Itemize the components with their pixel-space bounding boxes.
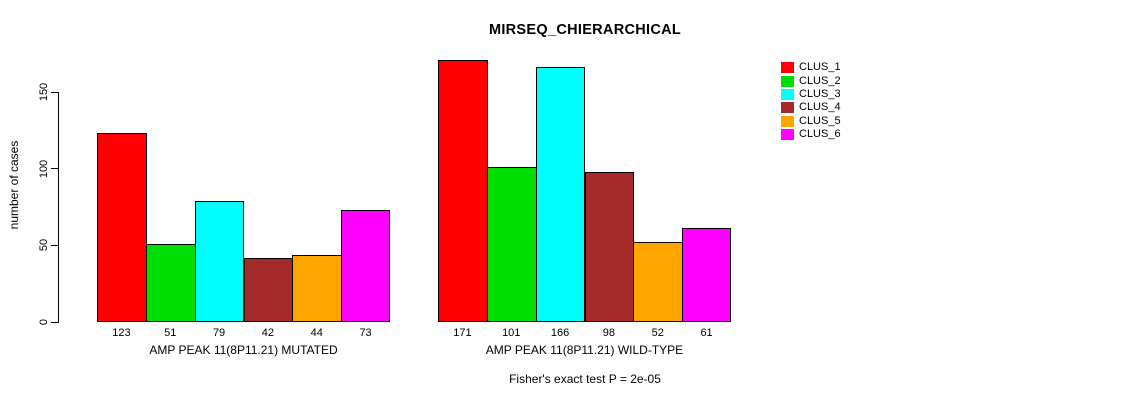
legend-color-swatch bbox=[781, 129, 794, 141]
group-label-1: AMP PEAK 11(8P11.21) MUTATED bbox=[149, 343, 338, 357]
legend-label: CLUS_3 bbox=[799, 87, 841, 100]
chart-title: MIRSEQ_CHIERARCHICAL bbox=[488, 22, 682, 38]
y-tick-mark bbox=[51, 168, 58, 170]
bar-clus_4-group1 bbox=[243, 257, 294, 322]
bar-clus_6-group2 bbox=[682, 228, 731, 322]
bar-clus_3-group1 bbox=[194, 200, 245, 322]
legend-label: CLUS_5 bbox=[799, 114, 841, 127]
bar-value-label: 101 bbox=[502, 327, 521, 339]
legend-item-clus_2: CLUS_2 bbox=[781, 74, 841, 87]
bar-value-label: 51 bbox=[164, 327, 177, 339]
bar-clus_4-group2 bbox=[584, 171, 635, 322]
bar-value-label: 61 bbox=[700, 327, 713, 339]
legend-item-clus_6: CLUS_6 bbox=[781, 128, 841, 141]
bar-clus_3-group2 bbox=[535, 67, 586, 322]
y-tick-mark bbox=[51, 91, 58, 93]
legend-label: CLUS_1 bbox=[799, 61, 841, 74]
footnote: Fisher's exact test P = 2e-05 bbox=[509, 372, 661, 386]
group-label-2: AMP PEAK 11(8P11.21) WILD-TYPE bbox=[485, 343, 684, 357]
bar-value-label: 123 bbox=[112, 327, 131, 339]
bar-value-label: 171 bbox=[453, 327, 472, 339]
y-tick-label: 100 bbox=[38, 159, 50, 178]
legend-label: CLUS_2 bbox=[799, 74, 841, 87]
y-tick-mark bbox=[51, 244, 58, 246]
legend-color-swatch bbox=[781, 102, 794, 114]
y-tick-label: 50 bbox=[38, 239, 50, 252]
legend-label: CLUS_6 bbox=[799, 128, 841, 141]
y-tick-label: 0 bbox=[38, 318, 50, 326]
legend-color-swatch bbox=[781, 115, 794, 127]
legend: CLUS_1 CLUS_2 CLUS_3 CLUS_4 CLUS_5 CLUS_6 bbox=[781, 61, 841, 141]
legend-item-clus_5: CLUS_5 bbox=[781, 115, 841, 128]
legend-color-swatch bbox=[781, 88, 794, 100]
bar-clus_5-group1 bbox=[292, 254, 343, 322]
legend-color-swatch bbox=[781, 62, 794, 74]
bar-value-label: 98 bbox=[602, 327, 616, 339]
y-axis-line bbox=[58, 92, 59, 323]
bar-clus_2-group1 bbox=[145, 243, 196, 322]
bar-value-label: 166 bbox=[550, 327, 570, 339]
legend-item-clus_4: CLUS_4 bbox=[781, 101, 841, 114]
legend-label: CLUS_4 bbox=[799, 101, 841, 114]
bar-clus_6-group1 bbox=[341, 210, 390, 322]
bar-clus_2-group2 bbox=[486, 167, 537, 322]
bar-clus_1-group2 bbox=[438, 59, 488, 322]
y-axis-title: number of cases bbox=[7, 140, 21, 230]
bar-value-label: 42 bbox=[261, 327, 275, 339]
legend-color-swatch bbox=[781, 75, 794, 87]
bar-value-label: 44 bbox=[310, 327, 323, 339]
legend-item-clus_3: CLUS_3 bbox=[781, 88, 841, 101]
y-tick-mark bbox=[51, 321, 58, 323]
legend-item-clus_1: CLUS_1 bbox=[781, 61, 841, 74]
bar-value-label: 79 bbox=[212, 327, 226, 339]
bar-clus_5-group2 bbox=[633, 242, 684, 322]
bar-value-label: 52 bbox=[651, 327, 664, 339]
y-tick-label: 150 bbox=[38, 82, 50, 102]
bar-value-label: 73 bbox=[359, 327, 372, 339]
bar-clus_1-group1 bbox=[97, 133, 147, 322]
